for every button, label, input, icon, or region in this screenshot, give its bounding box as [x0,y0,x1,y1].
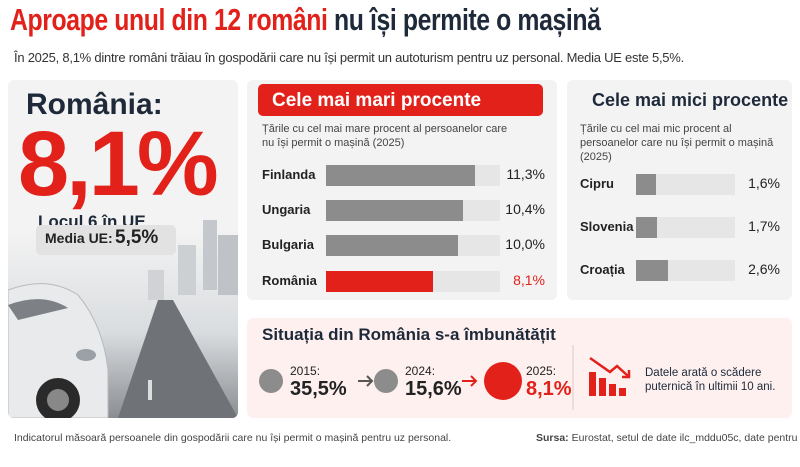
bar-track [636,216,735,238]
value-label: 10,0% [505,236,545,252]
bar [636,216,658,238]
timeline-title: Situația din România s-a îmbunătățit [262,325,556,344]
value-label: 11,3% [506,166,545,182]
bar-track [636,173,735,195]
bar [636,173,656,195]
chart-title: Cele mai mari procente [272,90,482,111]
category-label: Croația [580,262,625,277]
chart-subtitle: Țările cu cel mai mare procent al persoa… [262,123,508,149]
chart-title: Cele mai mici procente [592,90,789,110]
timeline-value: 15,6% [405,378,462,400]
top-chart-panel [247,80,557,300]
footer-source: Sursa: Eurostat, setul de date ilc_mddu0… [536,432,800,444]
subtitle: În 2025, 8,1% dintre români trăiau în go… [14,50,684,65]
category-label: Finlanda [262,167,316,182]
category-label: Ungaria [262,202,311,217]
title: Aproape unul din 12 români nu își permit… [10,2,601,38]
timeline-value: 8,1% [526,378,572,400]
bar [326,164,475,186]
category-label: Cipru [580,176,614,191]
eu-value: 5,5% [115,227,159,248]
source-label: Sursa: [536,432,569,444]
timeline-year: 2025: [526,364,557,378]
country-value: 8,1% [18,113,219,215]
value-label: 8,1% [513,272,545,288]
bar [326,199,464,221]
timeline-year: 2024: [405,364,436,378]
value-label: 1,6% [748,175,780,191]
eu-label: Media UE: [45,230,113,246]
timeline-note: Datele arată o scădere puternică în ulti… [645,367,776,393]
bar [636,259,669,281]
category-label: Slovenia [580,219,634,234]
chart-subtitle: Țările cu cel mai mic procent al persoan… [580,123,774,163]
eu-box [36,225,176,255]
category-label: România [262,273,317,288]
value-label: 10,4% [505,201,545,217]
bar [326,234,458,256]
title-rest: nu își permite o mașină [334,2,601,37]
timeline-year: 2015: [290,364,321,378]
car-scene [8,220,238,418]
chart-title-box [258,84,543,116]
footer-note: Indicatorul măsoară persoanele din gospo… [14,432,452,444]
left-panel: România: 8,1% Locul 6 în UE Media UE: 5,… [8,80,238,418]
country-label: România: [26,88,163,121]
value-label: 2,6% [748,261,780,277]
title-highlight: Aproape unul din 12 români [10,2,328,37]
category-label: Bulgaria [262,237,315,252]
timeline-value: 35,5% [290,378,347,400]
value-label: 1,7% [748,218,780,234]
source-text: Eurostat, setul de date ilc_mddu05c, dat… [571,432,800,444]
bar [326,270,433,292]
